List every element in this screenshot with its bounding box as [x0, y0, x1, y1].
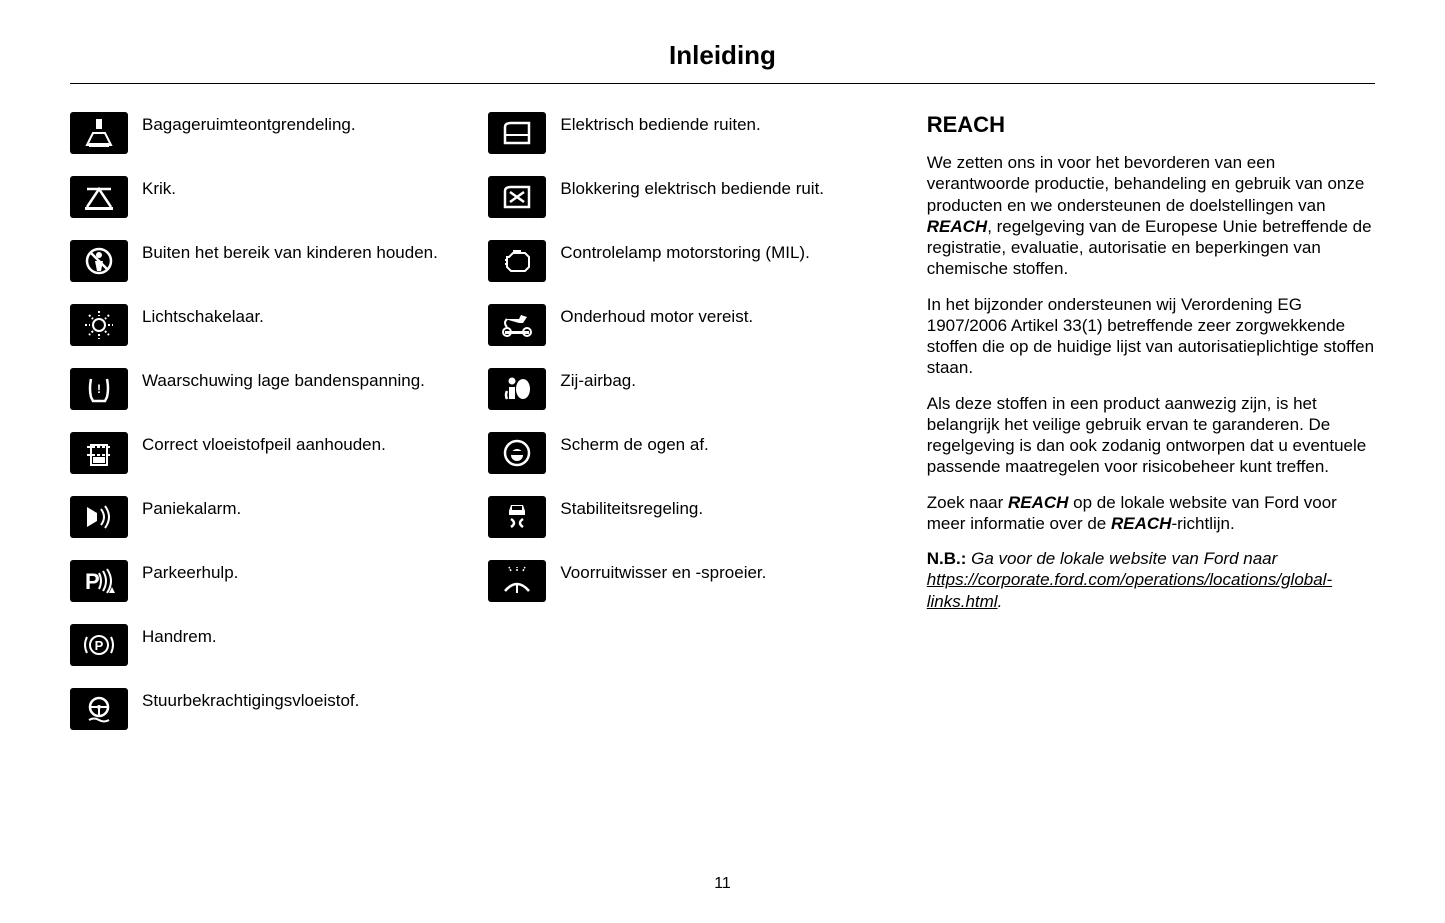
svg-text:P: P	[85, 569, 100, 594]
symbol-label: Paniekalarm.	[142, 496, 241, 519]
service-required-icon	[488, 304, 546, 346]
panic-alarm-icon	[70, 496, 128, 538]
wiper-washer-icon	[488, 560, 546, 602]
light-switch-icon	[70, 304, 128, 346]
symbol-row: Lichtschakelaar.	[70, 304, 488, 346]
jack-icon	[70, 176, 128, 218]
symbol-label: Correct vloeistofpeil aanhouden.	[142, 432, 386, 455]
reach-paragraph-3: Als deze stoffen in een product aanwezig…	[927, 393, 1375, 478]
nb-label: N.B.:	[927, 549, 967, 568]
symbol-label: Voorruitwisser en -sproeier.	[560, 560, 766, 583]
text-span: Zoek naar	[927, 493, 1008, 512]
reach-paragraph-2: In het bijzonder ondersteunen wij Verord…	[927, 294, 1375, 379]
page-title: Inleiding	[70, 40, 1375, 71]
symbol-label: Parkeerhulp.	[142, 560, 238, 583]
symbol-label: Buiten het bereik van kinderen houden.	[142, 240, 438, 263]
reach-term: REACH	[1008, 493, 1068, 512]
symbol-row: Stuurbekrachtigingsvloeistof.	[70, 688, 488, 730]
text-span: , regelgeving van de Europese Unie betre…	[927, 217, 1372, 279]
nb-end: .	[998, 592, 1003, 611]
symbol-row: Controlelamp motorstoring (MIL).	[488, 240, 916, 282]
symbol-row: Blokkering elektrisch bediende ruit.	[488, 176, 916, 218]
symbol-row: Elektrisch bediende ruiten.	[488, 112, 916, 154]
reach-term: REACH	[1111, 514, 1171, 533]
reach-heading: REACH	[927, 112, 1375, 138]
symbol-label: Controlelamp motorstoring (MIL).	[560, 240, 809, 263]
symbol-row: Krik.	[70, 176, 488, 218]
power-steering-fluid-icon	[70, 688, 128, 730]
keep-away-children-icon	[70, 240, 128, 282]
symbol-row: Onderhoud motor vereist.	[488, 304, 916, 346]
engine-mil-icon	[488, 240, 546, 282]
symbol-label: Waarschuwing lage bandenspanning.	[142, 368, 425, 391]
title-divider	[70, 83, 1375, 84]
symbol-label: Scherm de ogen af.	[560, 432, 708, 455]
side-airbag-icon	[488, 368, 546, 410]
symbol-row: Stabiliteitsregeling.	[488, 496, 916, 538]
symbol-row: Correct vloeistofpeil aanhouden.	[70, 432, 488, 474]
reach-paragraph-1: We zetten ons in voor het bevorderen van…	[927, 152, 1375, 280]
symbol-label: Onderhoud motor vereist.	[560, 304, 753, 327]
nb-text: Ga voor de lokale website van Ford naar	[966, 549, 1277, 568]
symbol-row: Buiten het bereik van kinderen houden.	[70, 240, 488, 282]
low-tire-pressure-icon: !	[70, 368, 128, 410]
svg-text:!: !	[97, 382, 101, 396]
svg-text:P: P	[95, 638, 104, 653]
parking-aid-icon: P	[70, 560, 128, 602]
symbol-label: Zij-airbag.	[560, 368, 636, 391]
shield-eyes-icon	[488, 432, 546, 474]
symbol-label: Elektrisch bediende ruiten.	[560, 112, 760, 135]
window-lock-icon	[488, 176, 546, 218]
symbol-label: Lichtschakelaar.	[142, 304, 264, 327]
reach-paragraph-4: Zoek naar REACH op de lokale website van…	[927, 492, 1375, 535]
parking-brake-icon: P	[70, 624, 128, 666]
symbol-label: Stuurbekrachtigingsvloeistof.	[142, 688, 359, 711]
stability-control-icon	[488, 496, 546, 538]
symbols-column-2: Elektrisch bediende ruiten. Blokkering e…	[488, 112, 916, 752]
symbol-label: Krik.	[142, 176, 176, 199]
symbol-label: Blokkering elektrisch bediende ruit.	[560, 176, 824, 199]
symbol-row: Zij-airbag.	[488, 368, 916, 410]
reach-term: REACH	[927, 217, 987, 236]
symbol-row: P Handrem.	[70, 624, 488, 666]
text-span: -richtlijn.	[1171, 514, 1234, 533]
symbols-column-1: Bagageruimteontgrendeling. Krik. Buiten …	[70, 112, 488, 752]
reach-section: REACH We zetten ons in voor het bevorder…	[917, 112, 1375, 752]
symbol-label: Bagageruimteontgrendeling.	[142, 112, 356, 135]
power-window-icon	[488, 112, 546, 154]
reach-nb: N.B.: Ga voor de lokale website van Ford…	[927, 548, 1375, 612]
ford-locations-link[interactable]: https://corporate.ford.com/operations/lo…	[927, 570, 1332, 610]
symbol-row: P Parkeerhulp.	[70, 560, 488, 602]
content-columns: Bagageruimteontgrendeling. Krik. Buiten …	[70, 112, 1375, 752]
symbol-row: Scherm de ogen af.	[488, 432, 916, 474]
symbol-row: Paniekalarm.	[70, 496, 488, 538]
fluid-level-icon	[70, 432, 128, 474]
page-number: 11	[714, 875, 731, 893]
symbol-row: Voorruitwisser en -sproeier.	[488, 560, 916, 602]
trunk-release-icon	[70, 112, 128, 154]
symbol-row: ! Waarschuwing lage bandenspanning.	[70, 368, 488, 410]
symbol-label: Stabiliteitsregeling.	[560, 496, 703, 519]
symbol-label: Handrem.	[142, 624, 217, 647]
text-span: We zetten ons in voor het bevorderen van…	[927, 153, 1365, 215]
symbol-row: Bagageruimteontgrendeling.	[70, 112, 488, 154]
